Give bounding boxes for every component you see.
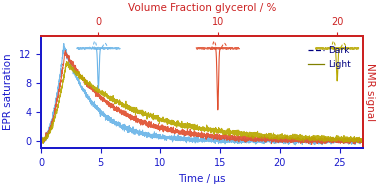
Legend: Dark, Light: Dark, Light — [304, 43, 354, 73]
Y-axis label: NMR signal: NMR signal — [364, 63, 375, 121]
X-axis label: Time / μs: Time / μs — [178, 174, 226, 183]
X-axis label: Volume Fraction glycerol / %: Volume Fraction glycerol / % — [128, 4, 276, 13]
Y-axis label: EPR saturation: EPR saturation — [3, 54, 14, 131]
